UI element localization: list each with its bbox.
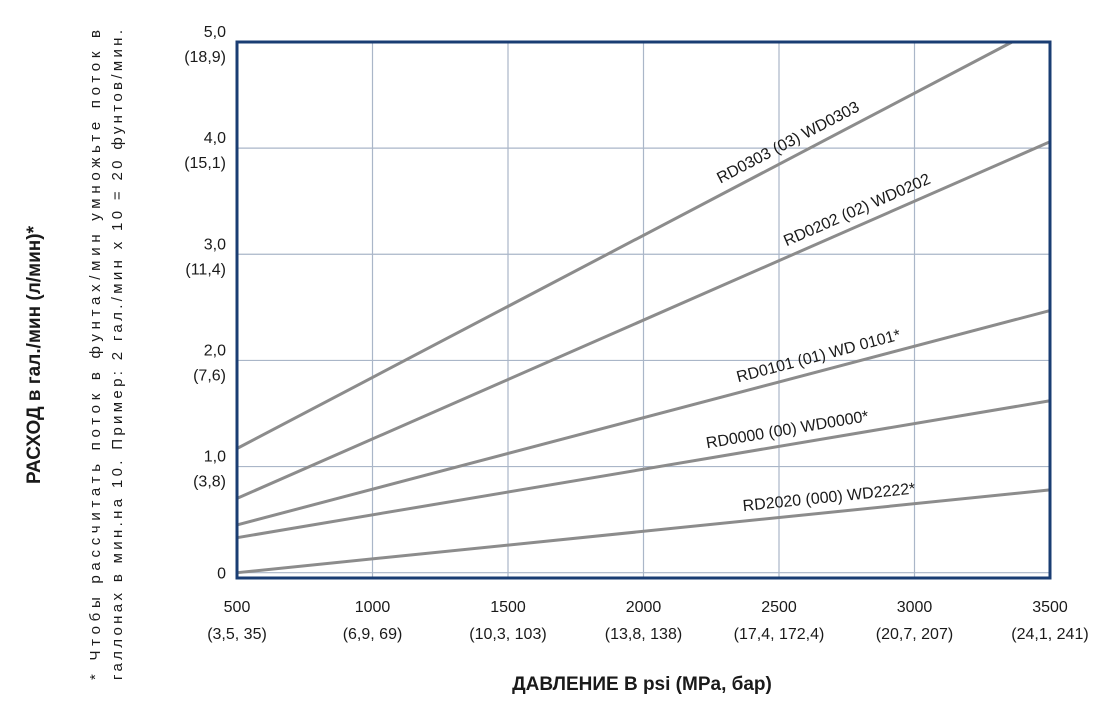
series-label-1: RD0202 (02) WD0202 (781, 171, 933, 250)
x-tick-sublabel-5: (20,7, 207) (876, 626, 953, 643)
series-label-4: RD2020 (000) WD2222* (742, 481, 916, 515)
y-tick-label-2: 2,0 (204, 342, 226, 359)
x-tick-label-3: 2000 (626, 599, 662, 616)
series-label-0: RD0303 (03) WD0303 (714, 99, 862, 188)
y-tick-label-1: 1,0 (204, 449, 226, 466)
y-tick-sublabel-1: (3,8) (193, 474, 226, 491)
y-tick-sublabel-2: (7,6) (193, 367, 226, 384)
x-tick-sublabel-6: (24,1, 241) (1011, 626, 1088, 643)
plot-frame (235, 40, 1052, 580)
y-tick-sublabel-5: (18,9) (184, 49, 226, 66)
x-tick-label-6: 3500 (1032, 599, 1068, 616)
x-tick-sublabel-1: (6,9, 69) (343, 626, 403, 643)
x-axis-title: ДАВЛЕНИЕ В psi (MPa, бар) (512, 674, 772, 695)
y-axis-title: РАСХОД в гал./мин (л/мин)* (24, 225, 45, 484)
series-line-2 (236, 309, 1051, 527)
grid-lines (237, 42, 1050, 578)
x-tick-label-5: 3000 (897, 599, 933, 616)
x-tick-sublabel-3: (13,8, 138) (605, 626, 682, 643)
x-tick-sublabel-2: (10,3, 103) (469, 626, 546, 643)
series-line-0 (236, 40, 1013, 450)
x-tick-sublabel-4: (17,4, 172,4) (734, 626, 825, 643)
footnote-line-1: * Чтобы рассчитать поток в фунтах/мин ум… (87, 30, 104, 680)
footnote-line-2: галлонах в мин.на 10. Пример: 2 гал./мин… (109, 30, 126, 680)
y-tick-label-4: 4,0 (204, 130, 226, 147)
y-tick-labels: 0 1,0 (3,8) 2,0 (7,6) 3,0 (11,4) 4,0 (15,1) 5,0 (1… (184, 24, 226, 583)
y-tick-label-5: 5,0 (204, 24, 226, 41)
y-tick-label-3: 3,0 (204, 236, 226, 253)
x-tick-label-1: 1000 (355, 599, 391, 616)
series-line-1 (236, 140, 1051, 500)
series-line-3 (236, 399, 1051, 540)
x-tick-label-4: 2500 (761, 599, 797, 616)
y-tick-sublabel-3: (11,4) (185, 261, 226, 278)
x-tick-label-2: 1500 (490, 599, 526, 616)
series-line-4 (236, 488, 1051, 575)
x-tick-sublabel-0: (3,5, 35) (207, 626, 267, 643)
x-tick-label-0: 500 (224, 599, 251, 616)
x-tick-labels: 500 (3,5, 35) 1000 (6,9, 69) 1500 (10,3, 103)… (207, 599, 1088, 643)
series-lines (236, 40, 1051, 575)
y-tick-label-0: 0 (217, 566, 226, 583)
y-tick-sublabel-4: (15,1) (184, 155, 226, 172)
